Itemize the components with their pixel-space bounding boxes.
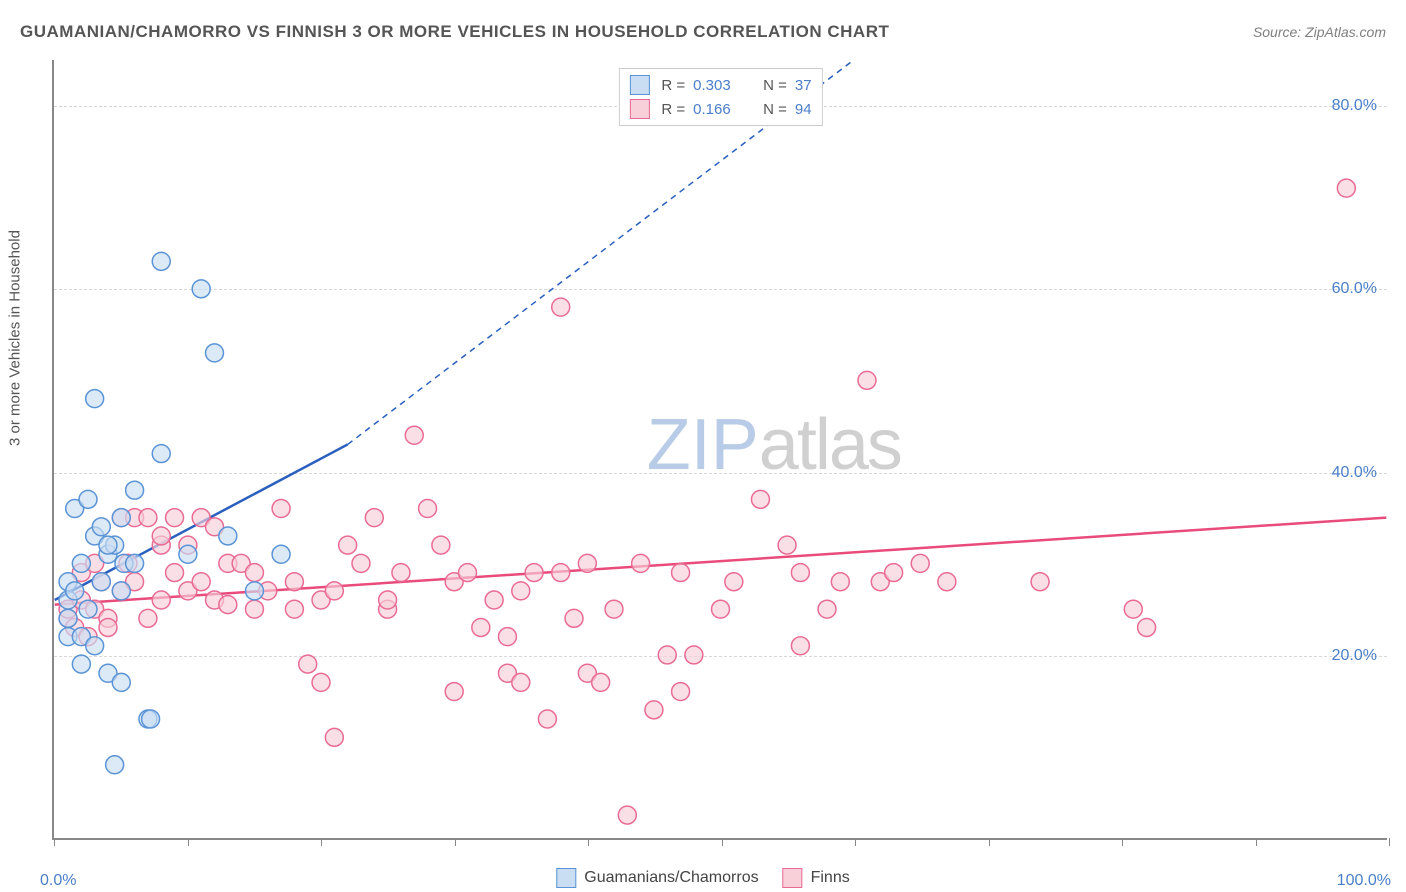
legend-row-series1: R = 0.303 N = 37 (629, 73, 811, 97)
n-value-series1: 37 (795, 77, 812, 94)
legend-row-series2: R = 0.166 N = 94 (629, 97, 811, 121)
x-tick (855, 838, 856, 846)
x-tick (321, 838, 322, 846)
r-value-series2: 0.166 (693, 101, 741, 118)
x-tick (54, 838, 55, 846)
x-tick (188, 838, 189, 846)
x-axis-max-label: 100.0% (1337, 872, 1391, 890)
x-tick (455, 838, 456, 846)
legend-swatch-series2-bottom (783, 868, 803, 888)
x-tick (989, 838, 990, 846)
r-label: R = (661, 77, 685, 94)
legend-label-series1: Guamanians/Chamorros (584, 869, 758, 887)
n-value-series2: 94 (795, 101, 812, 118)
legend-label-series2: Finns (811, 869, 850, 887)
n-label: N = (763, 77, 787, 94)
series-legend: Guamanians/Chamorros Finns (556, 868, 849, 888)
legend-swatch-series1-bottom (556, 868, 576, 888)
x-tick (1256, 838, 1257, 846)
chart-container: GUAMANIAN/CHAMORRO VS FINNISH 3 OR MORE … (0, 0, 1406, 892)
n-label: N = (763, 101, 787, 118)
x-axis-min-label: 0.0% (40, 872, 76, 890)
legend-swatch-series2 (629, 99, 649, 119)
x-tick (588, 838, 589, 846)
x-tick (722, 838, 723, 846)
legend-item-series1: Guamanians/Chamorros (556, 868, 758, 888)
x-tick (1389, 838, 1390, 846)
source-attribution: Source: ZipAtlas.com (1253, 24, 1386, 40)
r-value-series1: 0.303 (693, 77, 741, 94)
r-label: R = (661, 101, 685, 118)
chart-title: GUAMANIAN/CHAMORRO VS FINNISH 3 OR MORE … (20, 22, 889, 42)
y-axis-label: 3 or more Vehicles in Household (7, 230, 24, 446)
scatter-svg (54, 60, 1387, 838)
legend-item-series2: Finns (783, 868, 850, 888)
correlation-legend: R = 0.303 N = 37 R = 0.166 N = 94 (618, 68, 822, 126)
plot-area: ZIPatlas R = 0.303 N = 37 R = 0.166 N = … (52, 60, 1387, 840)
legend-swatch-series1 (629, 75, 649, 95)
x-tick (1122, 838, 1123, 846)
